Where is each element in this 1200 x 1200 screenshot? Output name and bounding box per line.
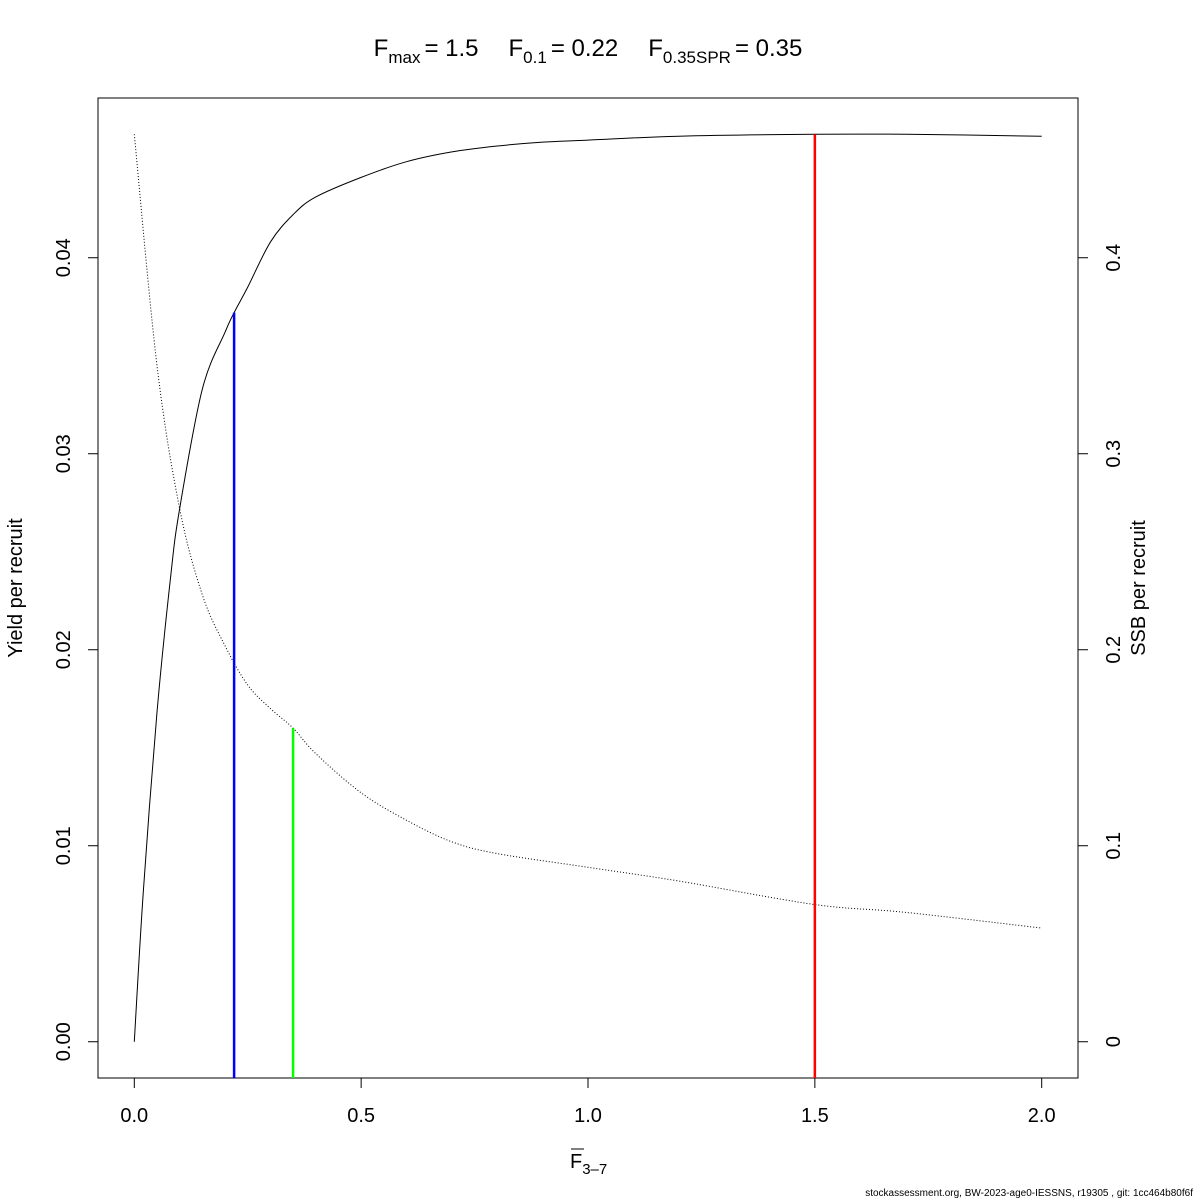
y-right-tick-label: 0.4: [1103, 244, 1125, 272]
title-fmax-F: F: [374, 35, 389, 62]
title-fmax-sub: max: [388, 48, 421, 67]
title-f01-F: F: [509, 35, 524, 62]
title-fspr-value: = 0.35: [735, 35, 802, 62]
x-axis-title: F3–7: [570, 1148, 607, 1178]
ssb-per-recruit-line: [133, 134, 1042, 929]
chart-title: Fmax = 1.5 F0.1 = 0.22 F0.35SPR = 0.35: [374, 35, 803, 67]
y-axis-right-title: SSB per recruit: [1128, 520, 1150, 656]
y-right-tick-label: 0.2: [1103, 636, 1125, 664]
title-f01-value: = 0.22: [551, 35, 618, 62]
y-left-tick-label: 0.03: [53, 434, 75, 473]
plot-frame: [97, 97, 1079, 1079]
y-axis-left: 0.00 0.01 0.02 0.03 0.04: [53, 238, 98, 1061]
x-tick-label: 2.0: [1028, 1105, 1056, 1127]
title-fmax-value: = 1.5: [424, 35, 478, 62]
reference-lines: [232, 134, 817, 1078]
x-tick-label: 0.0: [120, 1105, 148, 1127]
x-tick-label: 1.0: [574, 1105, 602, 1127]
series-layer: [133, 133, 1042, 1042]
yield-per-recruit-line: [133, 133, 1042, 1042]
title-fspr-F: F: [648, 35, 663, 62]
x-tick-label: 0.5: [347, 1105, 375, 1127]
y-left-tick-label: 0.01: [53, 826, 75, 865]
x-tick-label: 1.5: [801, 1105, 829, 1127]
x-axis-title-sub: 3–7: [582, 1161, 607, 1178]
y-right-tick-label: 0: [1103, 1036, 1125, 1047]
y-left-tick-label: 0.00: [53, 1022, 75, 1061]
x-axis-title-main: F: [570, 1151, 582, 1173]
svg-text:F3–7: F3–7: [570, 1151, 607, 1178]
y-axis-left-title: Yield per recruit: [5, 518, 27, 658]
y-left-tick-label: 0.02: [53, 630, 75, 669]
x-axis: 0.0 0.5 1.0 1.5 2.0: [120, 1077, 1056, 1127]
title-fspr-sub: 0.35SPR: [663, 48, 731, 67]
y-axis-right: 0 0.1 0.2 0.3 0.4: [1078, 244, 1125, 1047]
y-right-tick-label: 0.3: [1103, 440, 1125, 468]
y-right-tick-label: 0.1: [1103, 832, 1125, 860]
footer-note: stockassessment.org, BW-2023-age0-IESSNS…: [865, 1188, 1193, 1199]
y-left-tick-label: 0.04: [53, 238, 75, 277]
title-f01-sub: 0.1: [523, 48, 547, 67]
